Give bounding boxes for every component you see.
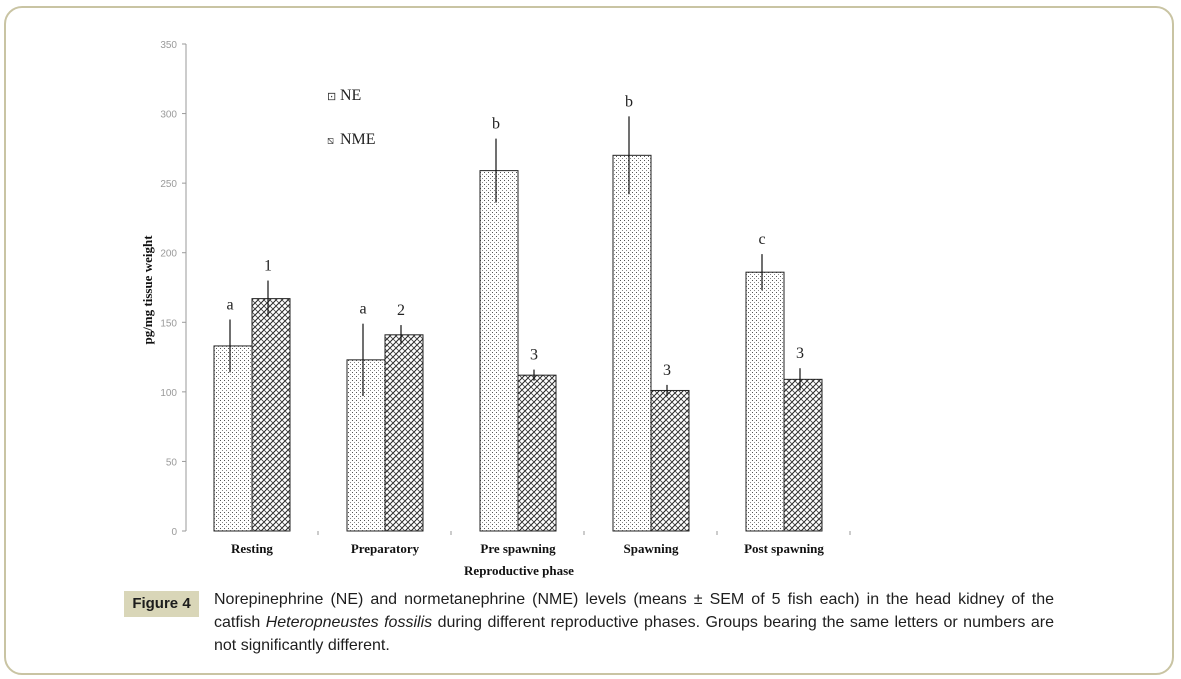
bar-nme-4 bbox=[784, 379, 822, 531]
y-tick-label: 150 bbox=[160, 318, 177, 329]
legend-label-ne: NE bbox=[340, 87, 361, 104]
bar-nme-1 bbox=[385, 335, 423, 531]
significance-label-nme-1: 2 bbox=[397, 302, 405, 319]
bar-nme-3 bbox=[651, 390, 689, 531]
bar-ne-0 bbox=[214, 346, 252, 531]
significance-label-nme-0: 1 bbox=[264, 258, 272, 275]
y-tick-label: 0 bbox=[171, 527, 177, 538]
bar-nme-0 bbox=[252, 299, 290, 531]
chart-bars bbox=[214, 116, 822, 531]
legend-marker-nme: ⧅ bbox=[327, 135, 334, 147]
legend-label-nme: NME bbox=[340, 131, 376, 148]
significance-label-ne-4: c bbox=[758, 231, 765, 248]
bar-ne-4 bbox=[746, 272, 784, 531]
bar-ne-1 bbox=[347, 360, 385, 531]
bar-nme-2 bbox=[518, 375, 556, 531]
x-tick-label-2: Pre spawning bbox=[480, 541, 556, 556]
y-tick-label: 100 bbox=[160, 388, 177, 399]
x-axis-label: Reproductive phase bbox=[464, 563, 574, 578]
significance-label-ne-3: b bbox=[625, 93, 633, 110]
significance-label-ne-1: a bbox=[359, 301, 366, 318]
y-tick-label: 250 bbox=[160, 179, 177, 190]
significance-label-ne-2: b bbox=[492, 116, 500, 133]
y-tick-label: 200 bbox=[160, 249, 177, 260]
legend-marker-ne: ⊡ bbox=[327, 91, 336, 103]
caption-text: Norepinephrine (NE) and normetanephrine … bbox=[214, 588, 1054, 657]
y-axis-label: pg/mg tissue weight bbox=[140, 235, 155, 345]
figure-label: Figure 4 bbox=[124, 591, 199, 617]
significance-label-nme-3: 3 bbox=[663, 362, 671, 379]
significance-label-nme-2: 3 bbox=[530, 347, 538, 364]
x-tick-label-4: Post spawning bbox=[744, 541, 824, 556]
significance-label-nme-4: 3 bbox=[796, 345, 804, 362]
y-tick-label: 350 bbox=[160, 40, 177, 51]
bar-ne-2 bbox=[480, 171, 518, 531]
x-tick-label-3: Spawning bbox=[624, 541, 679, 556]
y-tick-label: 300 bbox=[160, 110, 177, 121]
x-tick-label-0: Resting bbox=[231, 541, 273, 556]
bar-chart: 0 50 100 150 200 250 300 350 pg/mg tissue weigh… bbox=[0, 0, 1181, 585]
bar-ne-3 bbox=[613, 155, 651, 531]
x-tick-label-1: Preparatory bbox=[351, 541, 420, 556]
y-tick-label: 50 bbox=[166, 457, 178, 468]
significance-label-ne-0: a bbox=[226, 297, 233, 314]
